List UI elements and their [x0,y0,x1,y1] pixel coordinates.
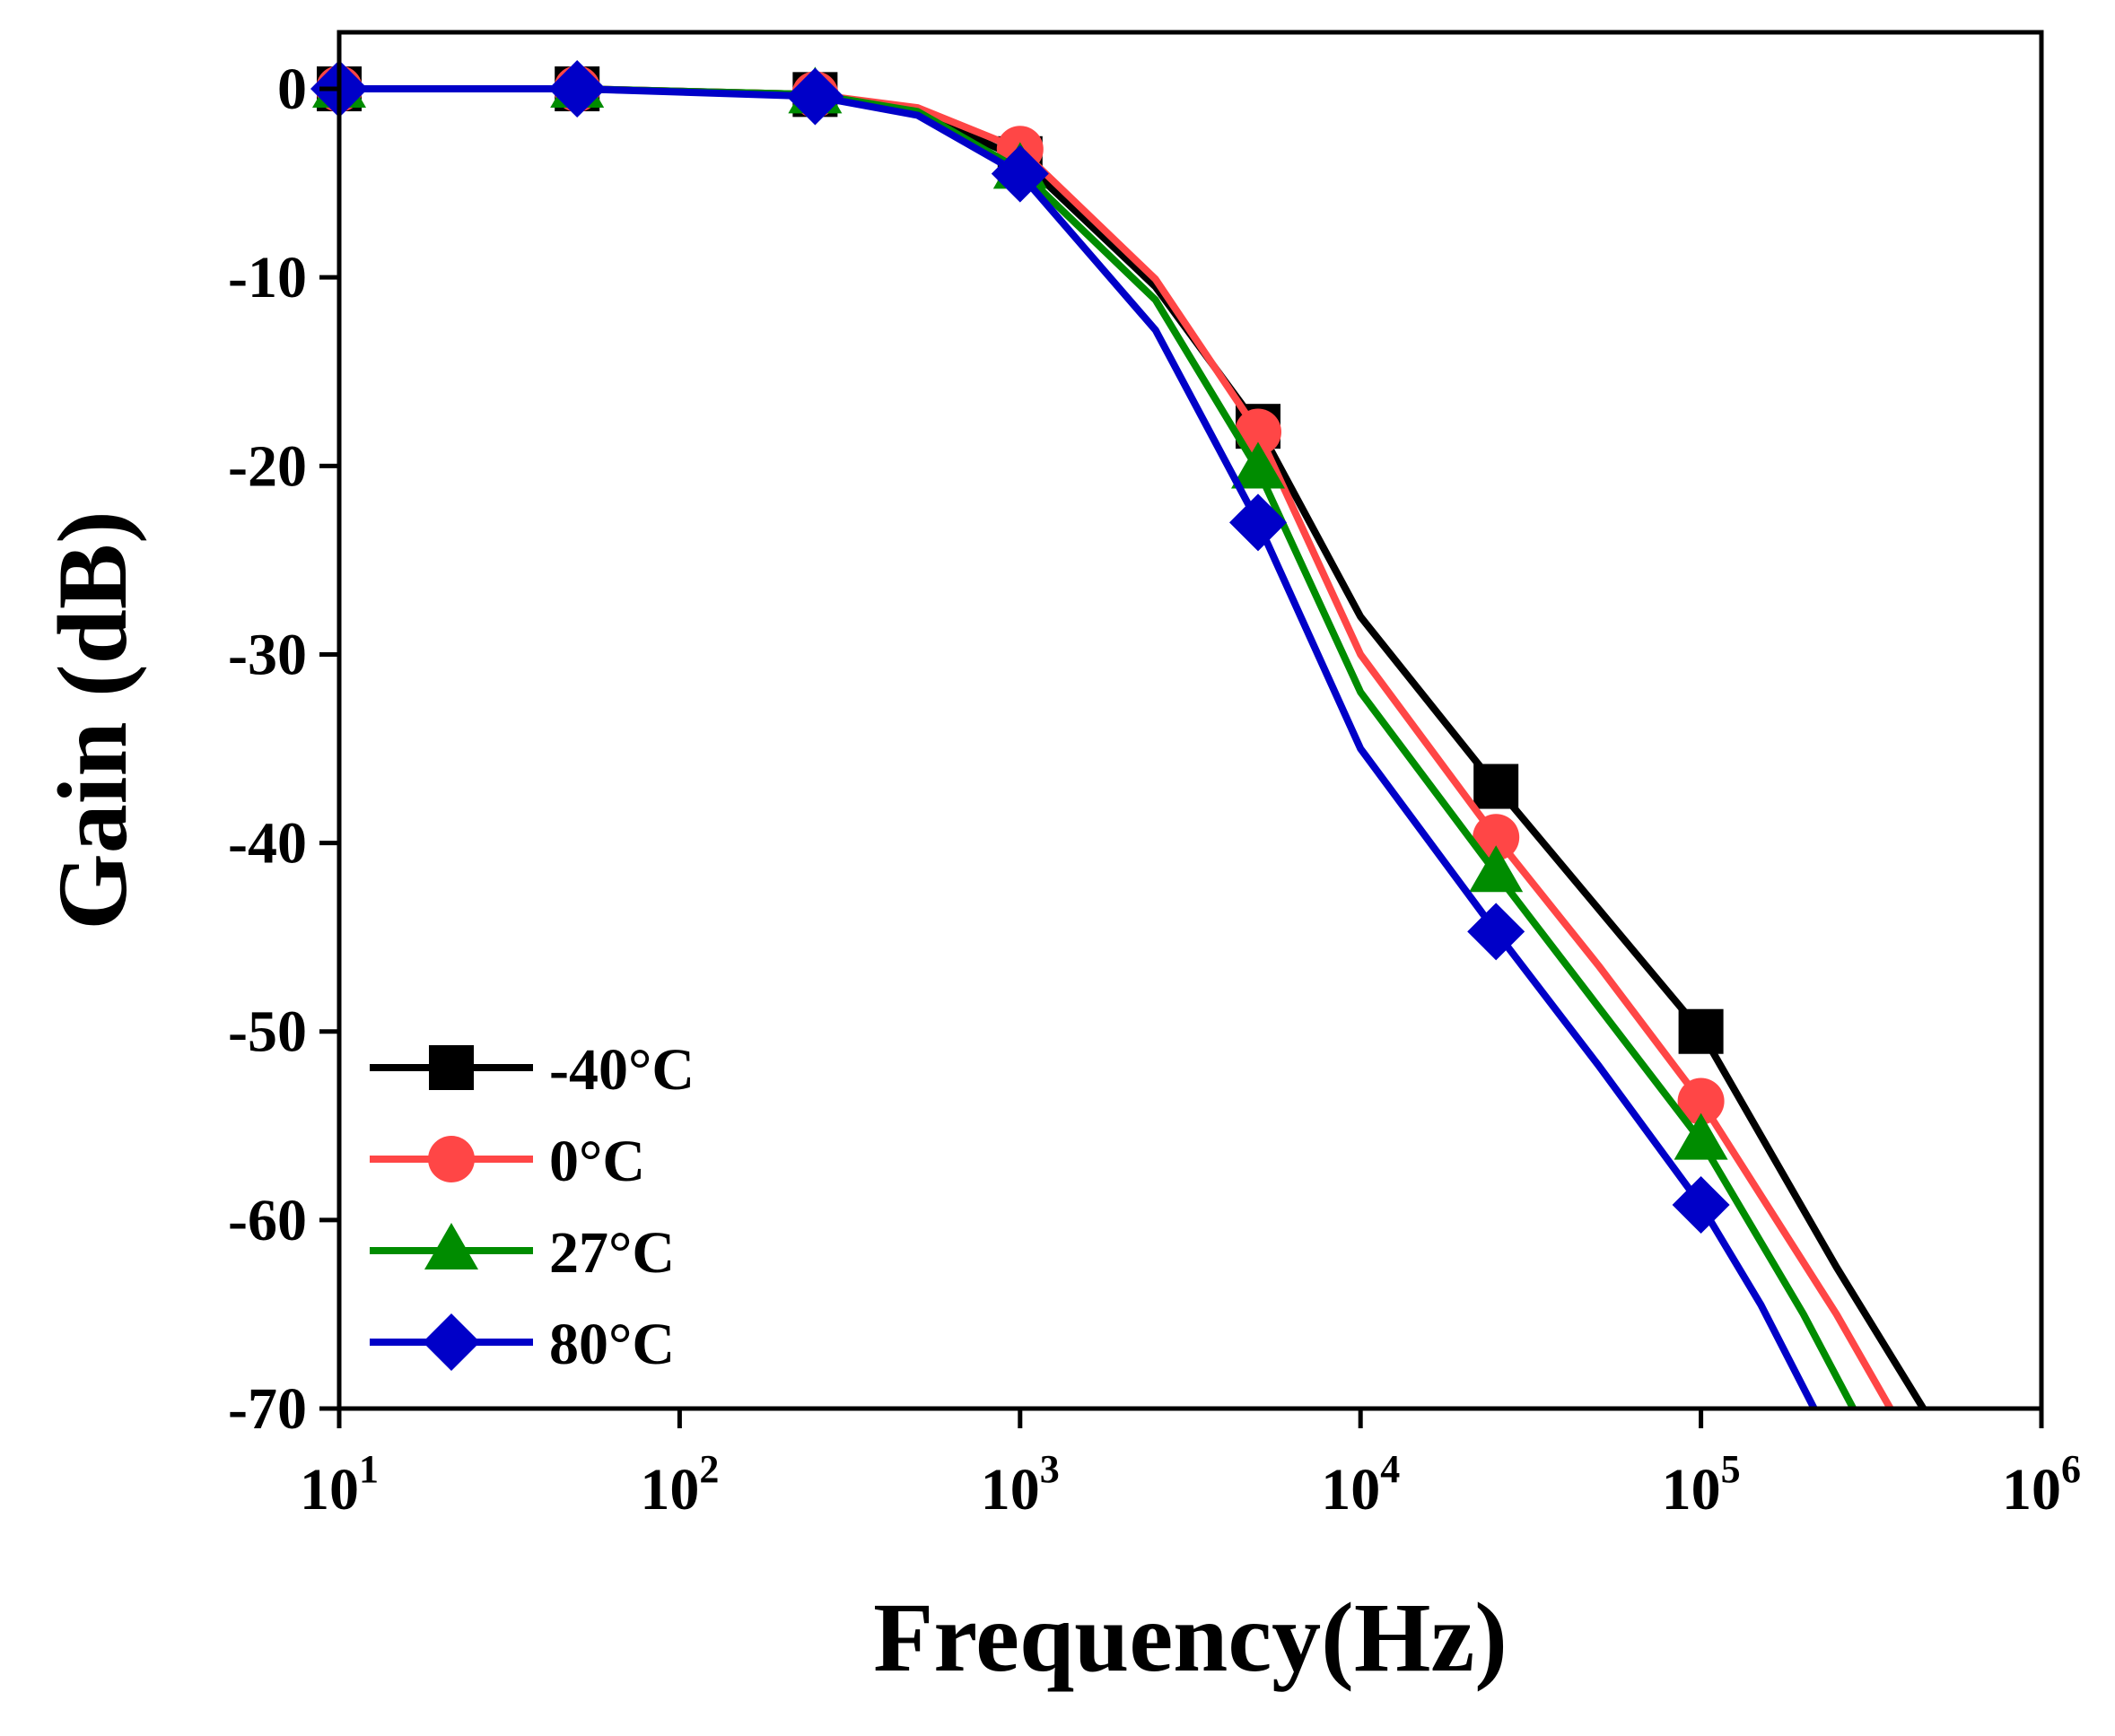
legend-marker [424,1223,478,1269]
x-axis: 101 102 103 104 105 106 [300,1409,2081,1522]
y-tick-label: -30 [228,622,307,687]
data-point [548,60,607,118]
plot-frame [336,30,2044,1411]
x-tick-label: 103 [981,1447,1060,1522]
legend-item: -40°C [370,1037,695,1103]
data-point [991,144,1049,203]
legend-item: 0°C [370,1129,645,1194]
data-point [1469,845,1524,893]
x-tick-label: 101 [300,1447,379,1522]
data-point [1674,1112,1728,1160]
y-tick-label: -50 [228,999,307,1065]
x-tick-label: 104 [1321,1447,1400,1522]
legend-marker [429,1045,474,1090]
x-tick-label: 102 [640,1447,719,1522]
data-point [1230,441,1285,489]
y-axis: 0 -10 -20 -30 -40 -50 -60 -70 [228,57,339,1442]
data-point [1473,814,1520,861]
legend-label: -40°C [549,1037,695,1103]
data-point [1677,1077,1725,1125]
y-tick-label: 0 [277,57,307,122]
legend-item: 27°C [370,1220,675,1286]
series-layer [310,60,1927,1409]
series-2 [312,61,1857,1409]
y-tick-label: -10 [228,245,307,310]
legend-item: 80°C [370,1312,675,1377]
y-tick-label: -60 [228,1188,307,1253]
data-point [1678,1008,1724,1054]
data-point [1228,493,1287,552]
y-tick-label: -20 [228,433,307,499]
series-line [339,85,1818,1409]
legend-marker [423,1313,480,1371]
series-line [339,85,1857,1409]
x-tick-label: 105 [1662,1447,1741,1522]
y-axis-title: Gain (dB) [38,510,147,930]
series-3 [310,60,1818,1409]
legend-label: 0°C [549,1129,645,1194]
data-point [1672,1176,1730,1234]
y-tick-label: -70 [228,1376,307,1442]
legend-label: 80°C [549,1312,675,1377]
data-point [1473,763,1519,809]
x-axis-title: Frequency(Hz) [873,1583,1508,1692]
legend-label: 27°C [549,1220,675,1286]
y-tick-label: -40 [228,811,307,877]
data-point [786,67,844,126]
x-tick-label: 106 [2002,1447,2081,1522]
legend-marker [428,1136,475,1182]
legend: -40°C 0°C 27°C 80°C [370,1037,695,1377]
data-point [1467,903,1525,961]
